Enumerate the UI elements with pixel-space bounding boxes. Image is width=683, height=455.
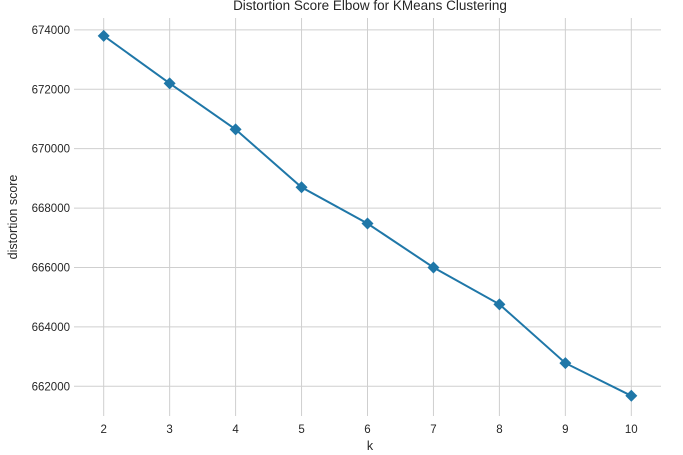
- chart-title: Distortion Score Elbow for KMeans Cluste…: [233, 0, 507, 13]
- data-point-marker: [295, 181, 308, 194]
- x-tick-label: 9: [562, 424, 568, 436]
- x-tick-label: 7: [430, 424, 436, 436]
- data-point-marker: [559, 357, 572, 370]
- data-point-marker: [361, 217, 374, 230]
- x-axis-label: k: [367, 439, 374, 453]
- series-markers: [97, 29, 638, 402]
- y-tick-label: 662000: [32, 381, 70, 393]
- x-tick-label: 6: [364, 424, 370, 436]
- data-point-marker: [229, 123, 242, 136]
- y-tick-label: 672000: [32, 84, 70, 96]
- y-axis-label: distortion score: [6, 175, 20, 260]
- y-tick-label: 664000: [32, 322, 70, 334]
- grid: [74, 18, 661, 416]
- x-tick-label: 2: [100, 424, 106, 436]
- y-tick-labels: 662000 664000 666000 668000 670000 672000 6740…: [32, 25, 70, 393]
- x-tick-label: 4: [232, 424, 239, 436]
- y-tick-label: 674000: [32, 25, 70, 37]
- x-tick-label: 3: [166, 424, 172, 436]
- x-tick-label: 5: [298, 424, 304, 436]
- x-tick-label: 8: [496, 424, 502, 436]
- y-tick-label: 670000: [32, 144, 70, 156]
- data-point-marker: [97, 29, 110, 42]
- data-point-marker: [163, 77, 176, 90]
- y-tick-label: 668000: [32, 203, 70, 215]
- data-point-marker: [625, 389, 638, 402]
- data-point-marker: [427, 261, 440, 274]
- x-tick-labels: 2 3 4 5 6 7 8 9 10: [100, 424, 637, 436]
- y-tick-label: 666000: [32, 262, 70, 274]
- x-tick-label: 10: [625, 424, 638, 436]
- data-point-marker: [493, 298, 506, 311]
